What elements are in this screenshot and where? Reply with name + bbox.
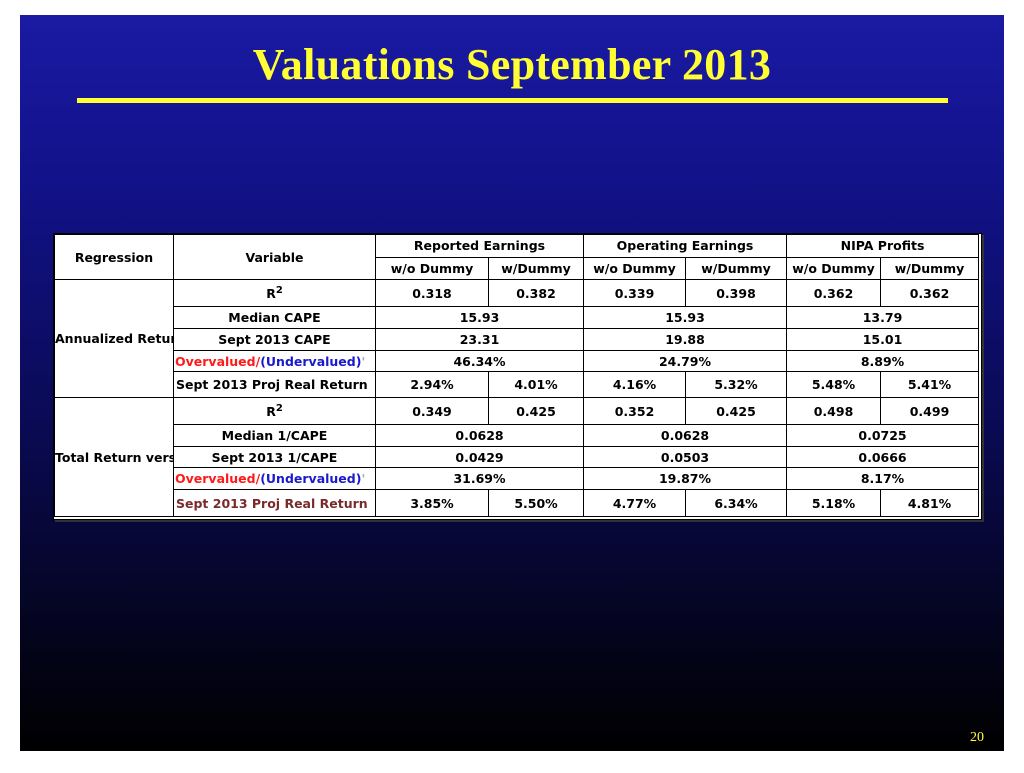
- group-header-operating: Operating Earnings: [583, 234, 788, 258]
- proj-return-value: 5.18%: [786, 489, 882, 517]
- col-header-variable: Variable: [173, 233, 376, 281]
- r2-value: 0.498: [786, 397, 882, 425]
- variable-current: Sept 2013 1/CAPE: [173, 445, 376, 469]
- r2-value: 0.499: [880, 397, 980, 425]
- overvalued-value: 24.79%: [583, 349, 788, 373]
- r2-value: 0.339: [583, 279, 687, 308]
- r2-value: 0.398: [685, 279, 788, 308]
- r2-value: 0.349: [375, 397, 489, 425]
- group-header-reported: Reported Earnings: [374, 234, 585, 258]
- proj-return-value: 5.50%: [487, 489, 585, 517]
- regression-label-inverse-cape: Total Return versus 1/CAPE: [54, 397, 174, 517]
- r2-value: 0.352: [583, 397, 687, 425]
- valuation-table: Regression Variable Reported Earnings Op…: [54, 233, 980, 517]
- variable-overvalued: Overvalued/(Undervalued)': [173, 467, 376, 491]
- table-row: Annualized Return versus CAPE R2 0.318 0…: [54, 279, 980, 399]
- header-row-groups: Regression Variable Reported Earnings Op…: [54, 233, 980, 281]
- table-row: Overvalued/(Undervalued)' 46.34% 24.79% …: [55, 349, 980, 373]
- current-value: 23.31: [374, 327, 585, 351]
- median-value: 13.79: [786, 306, 980, 329]
- variable-overvalued: Overvalued/(Undervalued)': [173, 349, 376, 373]
- proj-return-value: 5.48%: [786, 371, 882, 399]
- proj-return-value: 4.16%: [583, 371, 687, 399]
- r2-value: 0.362: [880, 279, 980, 308]
- variable-current: Sept 2013 CAPE: [173, 327, 376, 351]
- overvalued-value: 8.89%: [786, 349, 980, 373]
- subheader-cell: w/o Dummy: [375, 256, 489, 281]
- proj-return-value: 5.41%: [880, 371, 980, 399]
- subheader-cell: w/Dummy: [880, 256, 980, 281]
- table-row: Sept 2013 1/CAPE 0.0429 0.0503 0.0666: [55, 445, 980, 469]
- variable-median: Median 1/CAPE: [173, 424, 376, 447]
- proj-return-value: 2.94%: [375, 371, 489, 399]
- subheader-cell: w/Dummy: [487, 256, 585, 281]
- current-value: 0.0503: [583, 445, 788, 469]
- median-value: 0.0725: [786, 424, 980, 447]
- median-value: 0.0628: [583, 424, 788, 447]
- r2-value: 0.425: [487, 397, 585, 425]
- overvalued-value: 46.34%: [374, 349, 585, 373]
- table-row: Median CAPE 15.93 15.93 13.79: [55, 306, 980, 329]
- overvalued-value: 8.17%: [786, 467, 980, 491]
- subheader-cell: w/o Dummy: [786, 256, 882, 281]
- table-row: Sept 2013 Proj Real Return 3.85% 5.50% 4…: [55, 489, 980, 517]
- table-row: Sept 2013 Proj Real Return 2.94% 4.01% 4…: [55, 371, 980, 399]
- table-row: Overvalued/(Undervalued)' 31.69% 19.87% …: [55, 467, 980, 491]
- group-header-nipa: NIPA Profits: [786, 234, 980, 258]
- r2-value: 0.362: [786, 279, 882, 308]
- current-value: 15.01: [786, 327, 980, 351]
- subheader-cell: w/o Dummy: [583, 256, 687, 281]
- regression-label-cape: Annualized Return versus CAPE: [54, 279, 174, 399]
- median-value: 15.93: [583, 306, 788, 329]
- proj-return-value: 3.85%: [375, 489, 489, 517]
- overvalued-value: 19.87%: [583, 467, 788, 491]
- valuation-table-frame: Regression Variable Reported Earnings Op…: [53, 233, 982, 520]
- table-row: Sept 2013 CAPE 23.31 19.88 15.01: [55, 327, 980, 351]
- slide-background: Valuations September 2013 Regression Var…: [20, 15, 1004, 751]
- r2-value: 0.382: [487, 279, 585, 308]
- current-value: 0.0429: [374, 445, 585, 469]
- median-value: 0.0628: [374, 424, 585, 447]
- variable-r2: R2: [173, 397, 376, 425]
- variable-r2: R2: [173, 279, 376, 308]
- overvalued-value: 31.69%: [374, 467, 585, 491]
- subheader-cell: w/Dummy: [685, 256, 788, 281]
- table-row: Total Return versus 1/CAPE R2 0.349 0.42…: [54, 397, 980, 517]
- r2-value: 0.318: [375, 279, 489, 308]
- current-value: 0.0666: [786, 445, 980, 469]
- header-row-dummy: w/o Dummy w/Dummy w/o Dummy w/Dummy w/o …: [55, 256, 980, 281]
- proj-return-value: 6.34%: [685, 489, 788, 517]
- title-underline: [77, 98, 948, 103]
- variable-median: Median CAPE: [173, 306, 376, 329]
- variable-proj-return: Sept 2013 Proj Real Return: [173, 489, 376, 517]
- r2-value: 0.425: [685, 397, 788, 425]
- page-number: 20: [970, 730, 984, 745]
- proj-return-value: 5.32%: [685, 371, 788, 399]
- current-value: 19.88: [583, 327, 788, 351]
- slide-title: Valuations September 2013: [252, 40, 772, 89]
- col-header-regression: Regression: [54, 233, 174, 281]
- median-value: 15.93: [374, 306, 585, 329]
- proj-return-value: 4.77%: [583, 489, 687, 517]
- variable-proj-return: Sept 2013 Proj Real Return: [173, 371, 376, 399]
- table-row: Median 1/CAPE 0.0628 0.0628 0.0725: [55, 424, 980, 447]
- proj-return-value: 4.81%: [880, 489, 980, 517]
- proj-return-value: 4.01%: [487, 371, 585, 399]
